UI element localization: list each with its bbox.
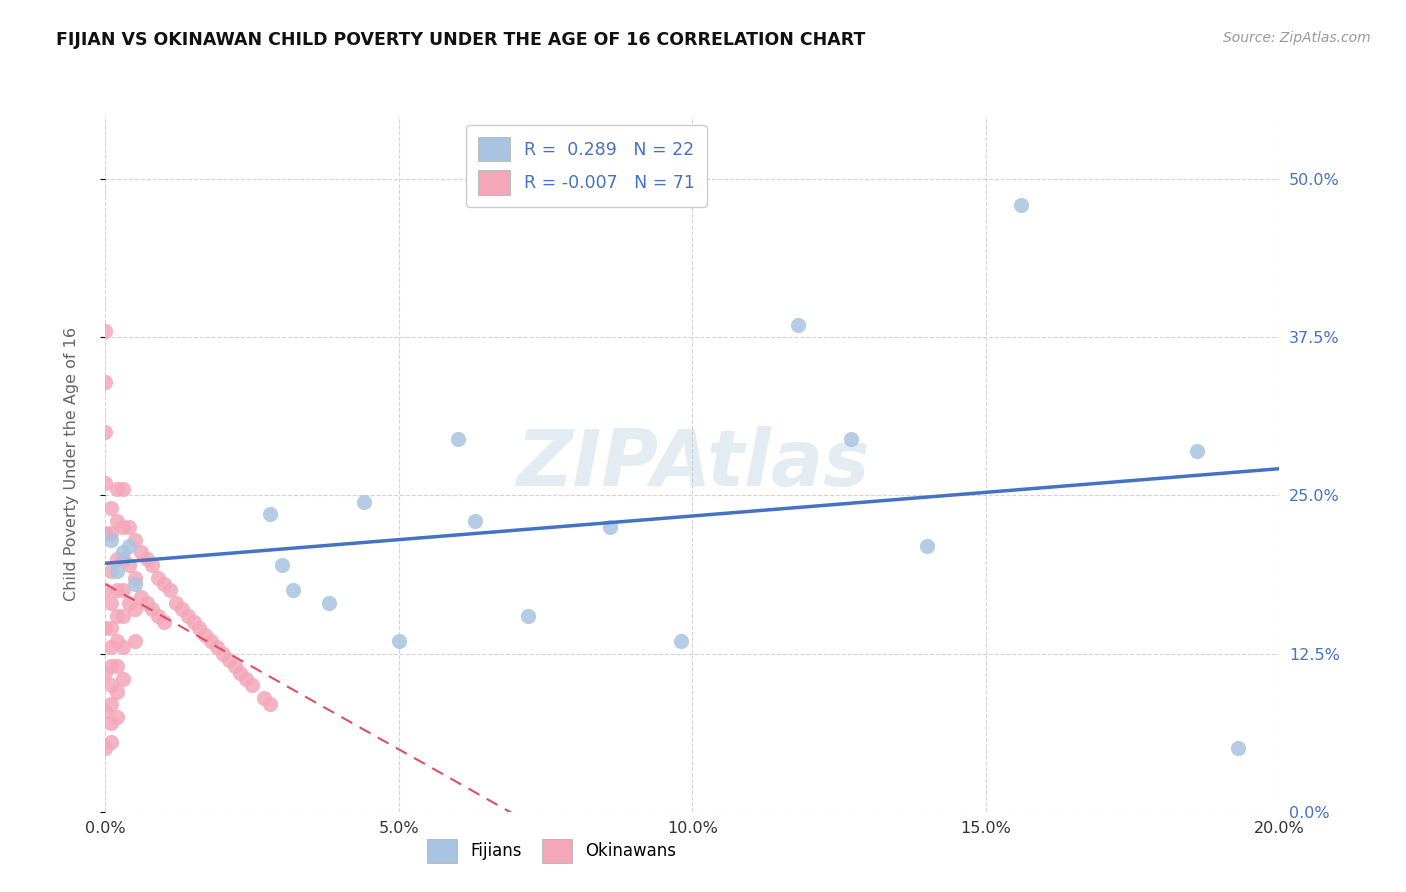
Point bbox=[118, 539, 141, 553]
Point bbox=[118, 558, 141, 572]
Point bbox=[124, 577, 146, 591]
Point bbox=[446, 432, 468, 446]
Point bbox=[94, 621, 117, 635]
Point bbox=[100, 659, 122, 673]
Point bbox=[124, 602, 146, 616]
Point bbox=[1227, 741, 1250, 756]
Point bbox=[1010, 197, 1032, 211]
Point bbox=[218, 653, 240, 667]
Point bbox=[94, 741, 117, 756]
Point bbox=[188, 621, 211, 635]
Point bbox=[141, 602, 163, 616]
Point bbox=[240, 678, 263, 692]
Point bbox=[100, 697, 122, 711]
Point bbox=[517, 608, 540, 623]
Point bbox=[183, 615, 205, 629]
Point bbox=[100, 565, 122, 579]
Point bbox=[112, 545, 135, 559]
Point bbox=[129, 545, 152, 559]
Point bbox=[194, 627, 217, 641]
Point bbox=[148, 608, 170, 623]
Point bbox=[105, 583, 128, 598]
Point bbox=[94, 375, 117, 389]
Point bbox=[211, 647, 233, 661]
Point bbox=[105, 710, 128, 724]
Point bbox=[141, 558, 163, 572]
Point bbox=[105, 634, 128, 648]
Point bbox=[105, 514, 128, 528]
Point bbox=[100, 621, 122, 635]
Point bbox=[94, 583, 117, 598]
Point bbox=[283, 583, 305, 598]
Point bbox=[259, 697, 281, 711]
Point bbox=[112, 608, 135, 623]
Point bbox=[100, 596, 122, 610]
Point bbox=[669, 634, 692, 648]
Point bbox=[353, 495, 375, 509]
Point bbox=[159, 583, 181, 598]
Point bbox=[464, 514, 486, 528]
Text: FIJIAN VS OKINAWAN CHILD POVERTY UNDER THE AGE OF 16 CORRELATION CHART: FIJIAN VS OKINAWAN CHILD POVERTY UNDER T… bbox=[56, 31, 866, 49]
Point bbox=[112, 520, 135, 534]
Point bbox=[94, 526, 117, 541]
Text: Source: ZipAtlas.com: Source: ZipAtlas.com bbox=[1223, 31, 1371, 45]
Point bbox=[94, 665, 117, 680]
Point bbox=[176, 608, 198, 623]
Point bbox=[124, 571, 146, 585]
Point bbox=[105, 551, 128, 566]
Point bbox=[318, 596, 340, 610]
Point bbox=[100, 533, 122, 547]
Point bbox=[100, 716, 122, 731]
Point bbox=[105, 482, 128, 496]
Point bbox=[135, 551, 157, 566]
Point bbox=[129, 590, 152, 604]
Point bbox=[170, 602, 193, 616]
Point bbox=[118, 520, 141, 534]
Point bbox=[112, 672, 135, 686]
Point bbox=[112, 583, 135, 598]
Point bbox=[124, 634, 146, 648]
Y-axis label: Child Poverty Under the Age of 16: Child Poverty Under the Age of 16 bbox=[65, 326, 79, 601]
Point bbox=[153, 615, 176, 629]
Point bbox=[270, 558, 292, 572]
Point bbox=[105, 684, 128, 698]
Point bbox=[112, 640, 135, 655]
Point bbox=[124, 533, 146, 547]
Point bbox=[153, 577, 176, 591]
Point bbox=[100, 735, 122, 749]
Point bbox=[94, 324, 117, 338]
Point bbox=[100, 678, 122, 692]
Point bbox=[917, 539, 939, 553]
Point bbox=[200, 634, 222, 648]
Point bbox=[100, 640, 122, 655]
Text: ZIPAtlas: ZIPAtlas bbox=[516, 425, 869, 502]
Point bbox=[165, 596, 187, 610]
Point bbox=[787, 318, 810, 332]
Point bbox=[205, 640, 228, 655]
Point bbox=[224, 659, 246, 673]
Point bbox=[148, 571, 170, 585]
Point bbox=[1187, 444, 1209, 458]
Point bbox=[94, 704, 117, 718]
Point bbox=[599, 520, 621, 534]
Point bbox=[229, 665, 252, 680]
Point bbox=[259, 508, 281, 522]
Legend: Fijians, Okinawans: Fijians, Okinawans bbox=[420, 832, 683, 870]
Point bbox=[135, 596, 157, 610]
Point bbox=[105, 659, 128, 673]
Point bbox=[112, 482, 135, 496]
Point bbox=[94, 425, 117, 440]
Point bbox=[253, 690, 276, 705]
Point bbox=[100, 501, 122, 516]
Point bbox=[105, 565, 128, 579]
Point bbox=[112, 551, 135, 566]
Point bbox=[94, 475, 117, 490]
Point bbox=[839, 432, 862, 446]
Point bbox=[118, 596, 141, 610]
Point bbox=[105, 608, 128, 623]
Point bbox=[388, 634, 411, 648]
Point bbox=[235, 672, 257, 686]
Point bbox=[100, 526, 122, 541]
